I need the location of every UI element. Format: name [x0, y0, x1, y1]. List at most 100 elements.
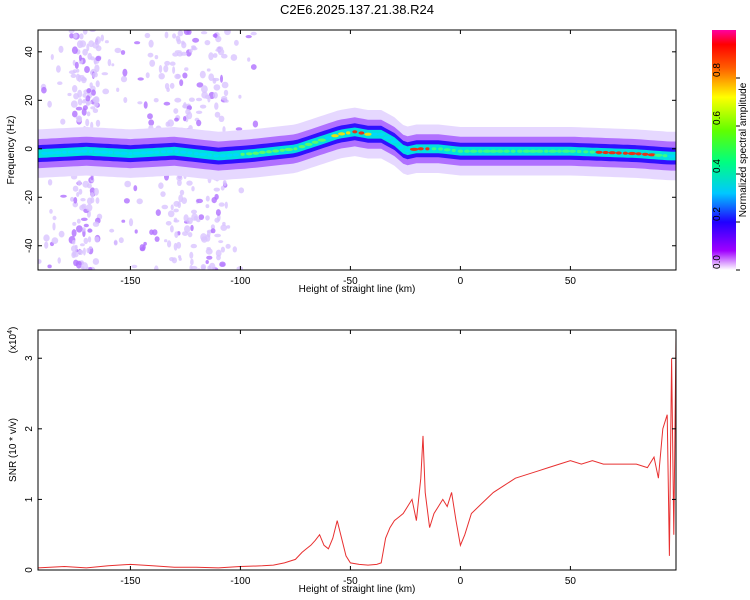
spectrogram-noise-blob	[75, 260, 82, 269]
colorbar-label: Normalized spectral amplitude	[738, 82, 749, 217]
spectrogram-noise-blob	[200, 233, 207, 241]
spectrogram-noise-blob	[191, 186, 195, 192]
spectrogram-noise-blob	[114, 47, 122, 54]
spectrogram-noise-blob	[235, 127, 243, 131]
spectrogram-ridge-peak	[62, 150, 67, 154]
spectrogram-noise-blob	[164, 83, 170, 90]
spectrogram-noise-blob	[50, 54, 54, 60]
spectrogram-ridge-peak	[464, 149, 470, 153]
spectrogram-x-tick-label: -100	[230, 276, 250, 287]
spectrogram-ridge-peak	[194, 152, 199, 156]
spectrogram-ridge-peak	[128, 152, 133, 156]
spectrogram-noise-blob	[86, 204, 93, 212]
spectrogram-noise-blob	[221, 81, 229, 89]
spectrogram-noise-blob	[218, 202, 225, 207]
spectrogram-ridge-peak	[522, 149, 531, 153]
spectrogram-ridge-peak	[93, 150, 102, 154]
spectrogram-noise-blob	[85, 95, 91, 102]
colorbar-tick-label: 0.0	[712, 255, 723, 269]
spectrogram-noise-blob	[83, 237, 89, 245]
spectrogram-noise-blob	[148, 39, 154, 48]
spectrogram-noise-blob	[49, 209, 53, 214]
spectrogram-ridge-peak	[667, 154, 676, 158]
spectrogram-ridge-peak	[595, 150, 603, 154]
spectrogram-noise-blob	[69, 33, 74, 39]
spectrogram-noise-blob	[113, 239, 118, 246]
spectrogram-noise-blob	[195, 97, 203, 102]
spectrogram-noise-blob	[215, 249, 222, 257]
spectrogram-noise-blob	[100, 34, 105, 42]
spectrogram-noise-blob	[78, 249, 83, 254]
spectrogram-noise-blob	[191, 209, 197, 214]
spectrogram-ridge-peak	[338, 132, 346, 136]
spectrogram-noise-blob	[77, 89, 83, 98]
spectrogram-noise-blob	[38, 259, 42, 264]
spectrogram-noise-blob	[149, 229, 154, 235]
spectrogram-noise-blob	[104, 40, 109, 44]
spectrogram-ridge-peak	[569, 149, 577, 153]
spectrogram-noise-blob	[184, 225, 191, 233]
spectrogram-ridge-peak	[438, 147, 444, 151]
spectrogram-noise-blob	[210, 224, 215, 230]
spectrogram-ridge-peak	[398, 145, 404, 149]
spectrogram-noise-blob	[190, 243, 197, 249]
spectrogram-ridge-peak	[179, 150, 187, 154]
spectrogram-noise-blob	[213, 187, 220, 192]
spectrogram-y-label: Frequency (Hz)	[6, 116, 17, 185]
spectrogram-noise-blob	[60, 194, 67, 198]
spectrogram-noise-blob	[120, 50, 126, 55]
spectrogram-noise-blob	[163, 65, 169, 73]
spectrogram-noise-blob	[85, 100, 92, 105]
snr-x-tick-label: -150	[120, 576, 140, 587]
chart-title: C2E6.2025.137.21.38.R24	[280, 2, 434, 17]
spectrogram-ridge-peak	[213, 154, 219, 158]
spectrogram-ridge-peak	[187, 151, 193, 155]
spectrogram-ridge-peak	[457, 149, 464, 153]
spectrogram-noise-blob	[82, 48, 88, 56]
spectrogram-noise-blob	[206, 255, 213, 260]
spectrogram-noise-blob	[221, 53, 228, 59]
spectrogram-noise-blob	[87, 236, 92, 243]
spectrogram-noise-blob	[192, 37, 200, 43]
spectrogram-noise-blob	[183, 102, 187, 109]
spectrogram-noise-blob	[72, 240, 76, 245]
spectrogram-y-tick-label: -40	[24, 238, 35, 253]
spectrogram-ridge-peak	[140, 151, 147, 155]
spectrogram-noise-blob	[173, 108, 179, 114]
spectrogram-ridge-peak	[304, 142, 313, 146]
spectrogram-noise-blob	[183, 30, 190, 35]
spectrogram-noise-blob	[92, 221, 100, 227]
spectrogram-noise-blob	[174, 50, 182, 54]
spectrogram-noise-blob	[70, 196, 75, 202]
spectrogram-noise-blob	[165, 221, 172, 226]
spectrogram-noise-blob	[164, 239, 168, 243]
spectrogram-noise-blob	[185, 108, 191, 115]
spectrogram-noise-blob	[75, 106, 83, 111]
spectrogram-x-tick-label: 0	[458, 276, 464, 287]
spectrogram-ridge-peak	[409, 147, 419, 151]
spectrogram-noise-blob	[73, 197, 78, 204]
spectrogram-noise-blob	[95, 36, 101, 45]
spectrogram-noise-blob	[82, 105, 88, 111]
spectrogram-noise-blob	[95, 197, 100, 204]
spectrogram-y-tick-label: 0	[24, 146, 35, 152]
spectrogram-noise-blob	[144, 32, 151, 39]
spectrogram-noise-blob	[149, 59, 156, 67]
spectrogram-noise-blob	[91, 89, 96, 96]
spectrogram-noise-blob	[52, 222, 56, 231]
spectrogram-noise-blob	[122, 68, 128, 77]
spectrogram-ridge-peak	[417, 147, 424, 151]
spectrogram-noise-blob	[47, 179, 53, 186]
spectrogram-noise-blob	[145, 72, 150, 79]
spectrogram-ridge-peak	[627, 151, 637, 156]
spectrogram-noise-blob	[101, 72, 109, 76]
spectrogram-noise-blob	[171, 257, 177, 264]
snr-frame	[37, 329, 677, 571]
colorbar-tick-label: 0.8	[712, 63, 723, 77]
spectrogram-noise-blob	[92, 97, 99, 103]
snr-x-ticks: -150 -100 -50 0 50	[120, 330, 576, 587]
spectrogram-noise-blob	[121, 219, 126, 223]
spectrogram-noise-blob	[143, 101, 148, 109]
spectrogram-noise-blob	[200, 264, 207, 270]
spectrogram-ridge-peak	[240, 152, 245, 156]
